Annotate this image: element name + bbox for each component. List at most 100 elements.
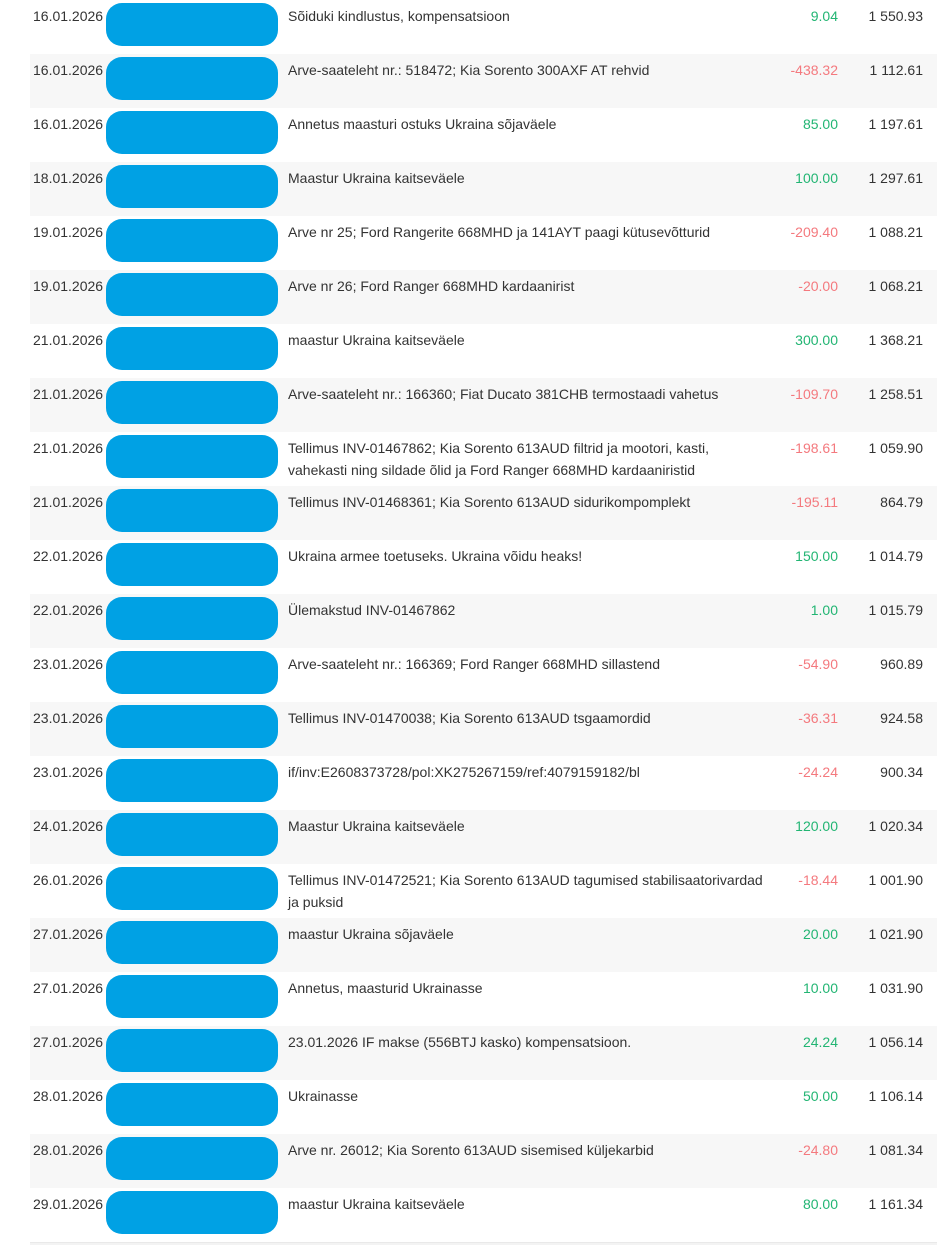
transaction-row[interactable]: 28.01.2026 Ukrainasse 50.00 1 106.14	[30, 1080, 937, 1134]
transaction-row[interactable]: 28.01.2026 Arve nr. 26012; Kia Sorento 6…	[30, 1134, 937, 1188]
transaction-description: Ukraina armee toetuseks. Ukraina võidu h…	[288, 548, 583, 564]
transaction-date: 23.01.2026	[33, 764, 104, 780]
transaction-row[interactable]: 23.01.2026 if/inv:E2608373728/pol:XK2752…	[30, 756, 937, 810]
transaction-description: Arve nr. 26012; Kia Sorento 613AUD sisem…	[288, 1142, 654, 1158]
transaction-row[interactable]: 27.01.2026 maastur Ukraina sõjaväele 20.…	[30, 918, 937, 972]
transaction-amount: -18.44	[798, 872, 838, 888]
transaction-description: Annetus maasturi ostuks Ukraina sõjaväel…	[288, 116, 557, 132]
transaction-row[interactable]: 19.01.2026 Arve nr 26; Ford Ranger 668MH…	[30, 270, 937, 324]
transaction-description: Tellimus INV-01470038; Kia Sorento 613AU…	[288, 710, 651, 726]
redacted-payee	[106, 111, 278, 154]
transaction-amount: -24.24	[798, 764, 838, 780]
transaction-row[interactable]: 23.01.2026 Arve-saateleht nr.: 166369; F…	[30, 648, 937, 702]
transaction-row[interactable]: 21.01.2026 maastur Ukraina kaitseväele 3…	[30, 324, 937, 378]
transaction-balance: 1 112.61	[869, 62, 923, 78]
transaction-date: 19.01.2026	[33, 224, 104, 240]
transaction-row[interactable]: 21.01.2026 Tellimus INV-01467862; Kia So…	[30, 432, 937, 486]
redacted-payee	[106, 165, 278, 208]
transaction-amount: -54.90	[798, 656, 838, 672]
transaction-date: 27.01.2026	[33, 926, 104, 942]
transaction-date: 28.01.2026	[33, 1088, 104, 1104]
redacted-payee	[106, 1137, 278, 1180]
transaction-balance: 1 020.34	[868, 818, 924, 834]
transaction-row[interactable]: 18.01.2026 Maastur Ukraina kaitseväele 1…	[30, 162, 937, 216]
transaction-date: 27.01.2026	[33, 1034, 104, 1050]
transaction-description: maastur Ukraina kaitseväele	[288, 1196, 465, 1212]
transaction-row[interactable]: 24.01.2026 Maastur Ukraina kaitseväele 1…	[30, 810, 937, 864]
transaction-row[interactable]: 21.01.2026 Arve-saateleht nr.: 166360; F…	[30, 378, 937, 432]
redacted-payee	[106, 489, 278, 532]
redacted-payee-cell	[106, 759, 288, 810]
transaction-date: 23.01.2026	[33, 710, 104, 726]
transaction-description: Ülemakstud INV-01467862	[288, 602, 456, 618]
transaction-balance: 1 368.21	[868, 332, 924, 348]
redacted-payee-cell	[106, 813, 288, 864]
transaction-amount: -198.61	[790, 440, 838, 456]
transaction-amount: 100.00	[795, 170, 838, 186]
redacted-payee	[106, 651, 278, 694]
redacted-payee-cell	[106, 1137, 288, 1188]
redacted-payee-cell	[106, 165, 288, 216]
transaction-row[interactable]: 16.01.2026 Arve-saateleht nr.: 518472; K…	[30, 54, 937, 108]
transaction-date: 22.01.2026	[33, 548, 104, 564]
next-row-peek	[30, 1242, 937, 1245]
transaction-date: 16.01.2026	[33, 8, 104, 24]
transaction-balance: 1 001.90	[868, 872, 924, 888]
transaction-balance: 1 550.93	[868, 8, 924, 24]
transaction-row[interactable]: 22.01.2026 Ülemakstud INV-01467862 1.00 …	[30, 594, 937, 648]
transaction-description: Arve-saateleht nr.: 166369; Ford Ranger …	[288, 656, 660, 672]
transaction-amount: 9.04	[810, 8, 838, 24]
transaction-amount: 120.00	[795, 818, 838, 834]
redacted-payee	[106, 3, 278, 46]
redacted-payee-cell	[106, 3, 288, 54]
transaction-row[interactable]: 27.01.2026 Annetus, maasturid Ukrainasse…	[30, 972, 937, 1026]
transaction-row[interactable]: 19.01.2026 Arve nr 25; Ford Rangerite 66…	[30, 216, 937, 270]
transaction-description: Annetus, maasturid Ukrainasse	[288, 980, 483, 996]
redacted-payee-cell	[106, 1029, 288, 1080]
transaction-date: 21.01.2026	[33, 440, 104, 456]
transaction-date: 18.01.2026	[33, 170, 104, 186]
transaction-amount: -209.40	[790, 224, 838, 240]
transaction-amount: 10.00	[802, 980, 838, 996]
transaction-balance: 864.79	[880, 494, 923, 510]
transaction-row[interactable]: 29.01.2026 maastur Ukraina kaitseväele 8…	[30, 1188, 937, 1242]
transaction-row[interactable]: 27.01.2026 23.01.2026 IF makse (556BTJ k…	[30, 1026, 937, 1080]
transaction-description: Tellimus INV-01472521; Kia Sorento 613AU…	[288, 872, 763, 910]
redacted-payee	[106, 921, 278, 964]
redacted-payee-cell	[106, 1191, 288, 1242]
transaction-balance: 1 161.34	[868, 1196, 924, 1212]
redacted-payee-cell	[106, 111, 288, 162]
transaction-amount: 300.00	[795, 332, 838, 348]
transaction-description: Arve-saateleht nr.: 518472; Kia Sorento …	[288, 62, 650, 78]
transaction-balance: 1 021.90	[868, 926, 924, 942]
transaction-date: 29.01.2026	[33, 1196, 104, 1212]
transaction-row[interactable]: 23.01.2026 Tellimus INV-01470038; Kia So…	[30, 702, 937, 756]
transaction-amount: -24.80	[798, 1142, 838, 1158]
redacted-payee-cell	[106, 867, 288, 918]
transaction-row[interactable]: 26.01.2026 Tellimus INV-01472521; Kia So…	[30, 864, 937, 918]
transaction-balance: 1 059.90	[868, 440, 924, 456]
transaction-amount: 20.00	[802, 926, 838, 942]
redacted-payee-cell	[106, 489, 288, 540]
transaction-date: 26.01.2026	[33, 872, 104, 888]
transaction-description: Tellimus INV-01468361; Kia Sorento 613AU…	[288, 494, 691, 510]
transaction-balance: 1 081.34	[868, 1142, 924, 1158]
redacted-payee-cell	[106, 597, 288, 648]
transaction-row[interactable]: 16.01.2026 Annetus maasturi ostuks Ukrai…	[30, 108, 937, 162]
redacted-payee-cell	[106, 921, 288, 972]
transaction-row[interactable]: 16.01.2026 Sõiduki kindlustus, kompensat…	[30, 0, 937, 54]
redacted-payee-cell	[106, 975, 288, 1026]
transaction-amount: 85.00	[802, 116, 838, 132]
transaction-balance: 1 106.14	[868, 1088, 924, 1104]
transaction-amount: 1.00	[810, 602, 838, 618]
transaction-row[interactable]: 21.01.2026 Tellimus INV-01468361; Kia So…	[30, 486, 937, 540]
transaction-description: Tellimus INV-01467862; Kia Sorento 613AU…	[288, 440, 709, 478]
transaction-description: Arve-saateleht nr.: 166360; Fiat Ducato …	[288, 386, 719, 402]
redacted-payee	[106, 705, 278, 748]
transaction-balance: 1 056.14	[868, 1034, 924, 1050]
transaction-balance: 900.34	[880, 764, 923, 780]
transaction-balance: 1 031.90	[868, 980, 924, 996]
redacted-payee-cell	[106, 381, 288, 432]
transaction-row[interactable]: 22.01.2026 Ukraina armee toetuseks. Ukra…	[30, 540, 937, 594]
transaction-date: 22.01.2026	[33, 602, 104, 618]
